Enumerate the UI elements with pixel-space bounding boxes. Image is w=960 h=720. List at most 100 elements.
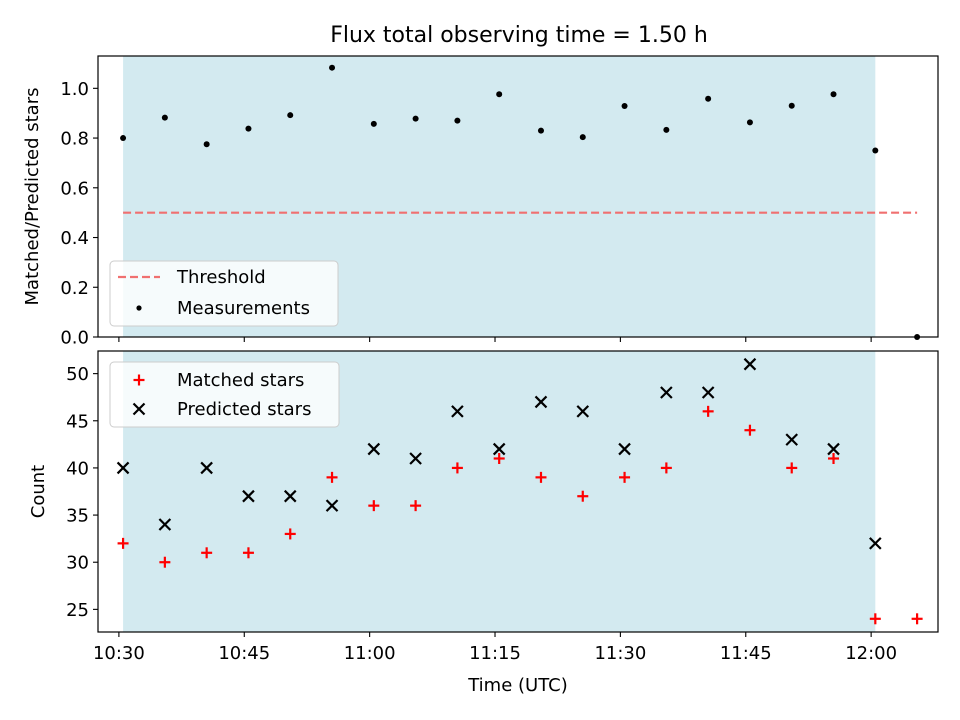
x-tick-label: 11:45 xyxy=(720,643,772,664)
bottom-y-axis-label: Count xyxy=(28,465,49,518)
top-legend-box xyxy=(109,260,339,327)
matched-star-point xyxy=(368,500,380,512)
cross-stroke-b xyxy=(869,537,882,550)
x-tick-label: 11:00 xyxy=(344,643,396,664)
cross-stroke-b xyxy=(132,402,146,416)
y-tick-label: 30 xyxy=(66,553,89,574)
bottom-legend: Matched stars Predicted stars xyxy=(109,361,340,428)
measurement-point xyxy=(830,91,837,98)
matched-star-point xyxy=(911,613,923,625)
predicted-star-point xyxy=(827,442,840,456)
x-tick-label: 10:45 xyxy=(218,643,270,664)
cross-stroke-b xyxy=(200,461,213,475)
measurement-point xyxy=(245,125,252,132)
threshold-legend-label: Threshold xyxy=(176,267,266,288)
measurement-point xyxy=(621,102,628,109)
matched-star-point xyxy=(660,462,672,474)
measurement-point xyxy=(663,126,670,133)
x-tick-label: 12:00 xyxy=(845,643,897,664)
top-axes-frame xyxy=(97,55,939,338)
predicted-star-point xyxy=(869,537,882,550)
measurement-point xyxy=(705,95,712,102)
bottom-x-axis: 10:30 10:45 11:00 11:15 11:30 11:45 12:00 xyxy=(93,632,897,664)
measurement-point xyxy=(412,115,419,122)
matched-star-point xyxy=(535,471,547,483)
cross-stroke-b xyxy=(701,386,715,399)
measurement-point xyxy=(370,120,377,127)
matched-star-point xyxy=(786,462,798,474)
y-tick-label: 35 xyxy=(66,506,89,527)
measurement-point xyxy=(120,135,127,142)
x-axis-label: Time (UTC) xyxy=(467,675,568,696)
y-tick-label: 0.2 xyxy=(60,278,89,299)
measurement-point xyxy=(203,141,210,148)
predicted-star-point xyxy=(367,442,381,456)
measurement-point xyxy=(329,64,336,71)
matched-star-point xyxy=(828,452,840,464)
predicted-star-point xyxy=(116,461,130,475)
top-panel: 0.0 0.2 0.4 0.6 0.8 1.0 Matched/Predicted sta… xyxy=(22,55,939,349)
predicted-star-point xyxy=(451,405,464,418)
predicted-star-point xyxy=(283,489,297,503)
cross-stroke-b xyxy=(534,395,548,409)
measurement-point xyxy=(496,91,503,98)
top-y-axis-label: Matched/Predicted stars xyxy=(22,88,43,306)
measurement-point xyxy=(788,102,795,109)
cross-stroke-b xyxy=(242,489,255,503)
predicted-star-point xyxy=(785,433,799,446)
matched-star-point xyxy=(117,537,129,549)
matched-star-point xyxy=(242,547,254,559)
predicted-star-point xyxy=(576,405,590,418)
bottom-axes-frame xyxy=(97,350,939,633)
predicted-star-point xyxy=(492,442,506,456)
cross-stroke-b xyxy=(492,442,506,456)
predicted-star-point xyxy=(325,499,339,512)
predicted-star-point xyxy=(660,386,673,399)
matched-star-point xyxy=(577,490,589,502)
bottom-legend-box xyxy=(109,361,340,428)
cross-stroke-b xyxy=(660,386,673,399)
matched-star-point xyxy=(619,471,631,483)
x-tick-label: 11:30 xyxy=(594,643,646,664)
top-y-axis: 0.0 0.2 0.4 0.6 0.8 1.0 xyxy=(60,79,98,349)
cross-stroke-b xyxy=(618,442,631,456)
matched-star-point xyxy=(410,500,422,512)
cross-stroke-b xyxy=(116,461,130,475)
count-points xyxy=(116,357,923,625)
matched-star-point xyxy=(451,462,463,474)
cross-stroke-b xyxy=(785,433,799,446)
legend-plus-marker xyxy=(133,374,145,386)
matched-star-point xyxy=(744,424,756,436)
predicted-star-point xyxy=(409,452,422,465)
predicted-stars-legend-swatch xyxy=(132,402,146,416)
predicted-star-point xyxy=(743,357,757,371)
cross-stroke-b xyxy=(283,489,297,503)
cross-stroke-b xyxy=(158,518,172,531)
matched-star-point xyxy=(869,613,881,625)
matched-star-point xyxy=(201,547,213,559)
measurements-legend-label: Measurements xyxy=(177,298,310,319)
cross-stroke-b xyxy=(576,405,590,418)
measurement-point xyxy=(872,147,879,154)
predicted-star-point xyxy=(701,386,715,399)
top-legend: Threshold Measurements xyxy=(109,260,339,327)
cross-stroke-b xyxy=(743,357,757,371)
measurement-point xyxy=(454,117,461,124)
x-tick-label: 11:15 xyxy=(469,643,521,664)
predicted-star-point xyxy=(534,395,548,409)
measurement-points xyxy=(120,64,921,340)
predicted-star-point xyxy=(200,461,213,475)
cross-stroke-b xyxy=(827,442,840,456)
y-tick-label: 50 xyxy=(66,364,89,385)
cross-stroke-b xyxy=(451,405,464,418)
bottom-panel: 25 30 35 40 45 50 10:30 10:45 11:00 11:15 11:30 11… xyxy=(28,350,939,696)
matched-star-point xyxy=(493,452,505,464)
measurement-point xyxy=(161,114,168,121)
measurements-legend-swatch xyxy=(136,305,142,311)
figure-title: Flux total observing time = 1.50 h xyxy=(330,23,708,48)
y-tick-label: 0.4 xyxy=(60,228,89,249)
y-tick-label: 0.0 xyxy=(60,328,89,349)
y-tick-label: 45 xyxy=(66,411,89,432)
